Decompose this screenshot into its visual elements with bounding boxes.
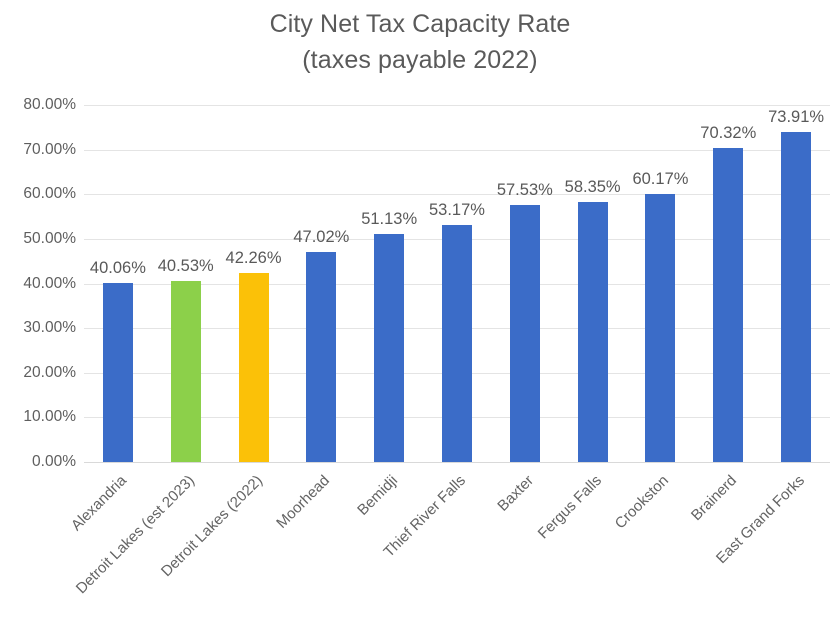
y-axis-tick-label: 0.00% (32, 453, 76, 470)
x-axis: Alexandria Detroit Lakes (est 2023) Detroi… (68, 462, 830, 632)
gridline (84, 149, 830, 151)
bar-value-label: 40.53% (157, 257, 214, 276)
bar[interactable] (170, 281, 201, 462)
bar[interactable] (102, 283, 133, 462)
bar[interactable] (645, 193, 676, 462)
bar-value-label: 51.13% (361, 209, 418, 228)
bar-slot: 73.91% (762, 105, 830, 462)
gridline (84, 462, 830, 463)
y-axis-tick-label: 60.00% (23, 185, 76, 203)
bar[interactable] (306, 252, 337, 462)
y-axis-tick-label: 50.00% (23, 229, 76, 247)
bar-value-label: 53.17% (429, 200, 485, 219)
bar[interactable] (374, 233, 405, 462)
bar-slot: 42.26% (220, 105, 288, 462)
y-axis-tick-label: 40.00% (23, 274, 76, 292)
plot-area: 40.06% 40.53% 42.26% 47.02% 51.13% 53.17% 57.5… (84, 105, 830, 463)
bar-slot: 47.02% (287, 105, 355, 462)
bar-slot: 57.53% (491, 105, 559, 462)
bar-value-label: 42.26% (225, 249, 282, 268)
bar[interactable] (441, 224, 472, 462)
bar[interactable] (781, 132, 812, 462)
bar-value-label: 58.35% (564, 177, 621, 196)
x-axis-tick-text: Detroit Lakes (est 2023) (72, 472, 198, 598)
bar-value-label: 57.53% (496, 181, 553, 200)
x-axis-tick-text: Alexandria (67, 472, 130, 535)
bar[interactable] (509, 205, 540, 462)
y-axis-tick-label: 30.00% (23, 319, 76, 337)
bar-value-label: 70.32% (700, 124, 757, 143)
y-axis-tick-label: 70.00% (23, 140, 76, 158)
bar-value-label: 73.91% (768, 108, 825, 127)
x-axis-tick-text: Bemidji (354, 472, 402, 519)
bar[interactable] (713, 148, 744, 462)
chart-title-line1: City Net Tax Capacity Rate (269, 10, 571, 38)
bar-value-label: 60.17% (632, 169, 689, 188)
x-axis-tick-text: Brainerd (688, 472, 741, 525)
bar-value-label: 40.06% (89, 259, 146, 278)
bar-slot: 40.06% (84, 105, 152, 462)
bar-slot: 58.35% (559, 105, 627, 462)
y-axis: 80.00% 70.00% 60.00% 50.00% 40.00% 30.00% 20.0… (0, 97, 76, 470)
x-axis-tick-text: Fergus Falls (534, 472, 605, 543)
bar[interactable] (238, 273, 269, 462)
bar-slot: 53.17% (423, 105, 491, 462)
bar-slot: 40.53% (152, 105, 220, 462)
bar-slot: 70.32% (694, 105, 762, 462)
x-axis-tick-text: Moorhead (273, 472, 334, 532)
gridline (84, 105, 830, 106)
y-axis-tick-label: 20.00% (23, 363, 76, 381)
bar[interactable] (577, 201, 608, 462)
chart-title-line2: (taxes payable 2022) (302, 46, 538, 74)
chart-title: City Net Tax Capacity Rate (taxes payabl… (0, 6, 840, 78)
x-axis-tick-text: Crookston (612, 472, 673, 533)
bar-slot: 51.13% (355, 105, 423, 462)
bar-slot: 60.17% (627, 105, 695, 462)
bar-value-label: 47.02% (293, 228, 350, 247)
y-axis-tick-label: 80.00% (23, 96, 76, 113)
x-axis-tick-text: Baxter (494, 472, 537, 515)
y-axis-tick-label: 10.00% (23, 408, 76, 426)
gridline (84, 194, 830, 196)
